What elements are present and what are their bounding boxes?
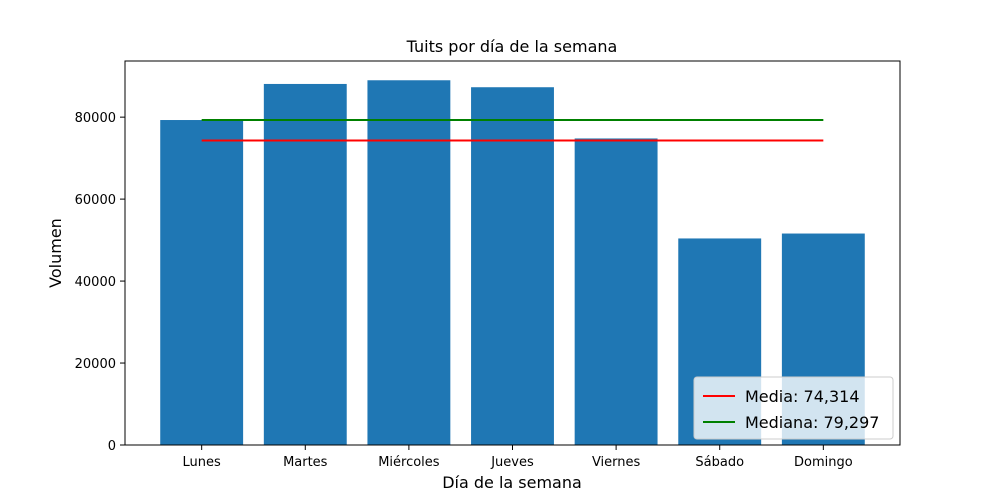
y-tick-label: 0: [108, 439, 116, 454]
x-axis-label: Día de la semana: [442, 473, 582, 492]
x-tick-label: Viernes: [592, 455, 641, 470]
x-axis-ticks: Lunes Martes Miércoles Jueves Viernes Sábado D…: [183, 445, 853, 470]
x-tick-label: Martes: [283, 455, 328, 470]
legend-box: [693, 376, 894, 440]
x-tick-label: Domingo: [794, 455, 853, 470]
chart-title: Tuits por día de la semana: [406, 37, 618, 56]
bar-miércoles: [367, 80, 451, 445]
bar-martes: [263, 83, 347, 446]
y-axis-label: Volumen: [46, 218, 65, 288]
bars: [160, 80, 865, 446]
x-tick-label: Sábado: [695, 455, 744, 470]
y-tick-label: 20000: [75, 357, 116, 372]
x-tick-label: Miércoles: [378, 455, 440, 470]
y-tick-label: 40000: [75, 275, 116, 290]
x-tick-label: Jueves: [490, 455, 534, 470]
legend: Media: 74,314 Mediana: 79,297: [693, 376, 894, 440]
x-tick-label: Lunes: [183, 455, 221, 470]
legend-mean-label: Media: 74,314: [745, 387, 860, 406]
y-tick-label: 60000: [75, 193, 116, 208]
y-tick-label: 80000: [75, 111, 116, 126]
bar-lunes: [160, 120, 244, 445]
legend-median-label: Mediana: 79,297: [745, 413, 879, 432]
bar-jueves: [471, 87, 554, 445]
bar-viernes: [574, 138, 658, 446]
reference-lines: [201, 119, 824, 142]
y-axis-ticks: 0 20000 40000 60000 80000: [75, 111, 125, 454]
